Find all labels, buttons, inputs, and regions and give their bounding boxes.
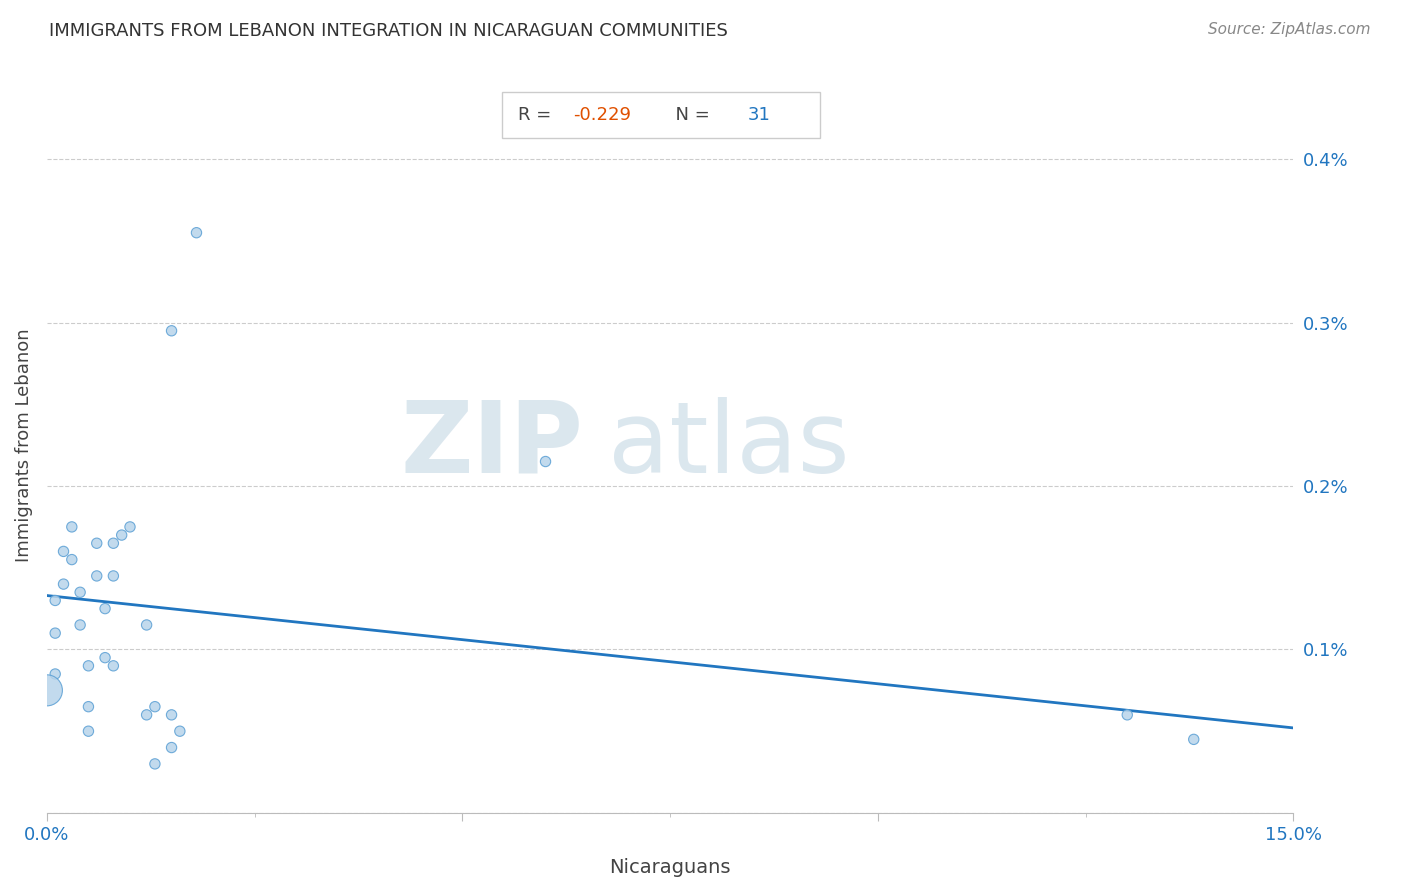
Point: [44, 626, 66, 640]
Text: 31: 31: [748, 106, 770, 124]
Point: [103, 536, 125, 550]
Text: -0.229: -0.229: [574, 106, 631, 124]
Point: [52, 544, 75, 558]
X-axis label: Nicaraguans: Nicaraguans: [609, 858, 731, 877]
FancyBboxPatch shape: [502, 92, 820, 137]
Point: [1182, 732, 1205, 747]
Point: [534, 454, 557, 468]
Point: [169, 724, 191, 739]
Point: [135, 707, 157, 722]
Text: N =: N =: [664, 106, 716, 124]
Point: [160, 707, 183, 722]
Point: [52, 577, 75, 591]
Point: [103, 658, 125, 673]
Point: [44, 593, 66, 607]
Point: [143, 699, 166, 714]
Point: [103, 569, 125, 583]
Point: [135, 618, 157, 632]
Point: [77, 658, 100, 673]
Point: [60, 552, 83, 566]
Point: [111, 528, 134, 542]
Point: [143, 756, 166, 771]
Point: [60, 520, 83, 534]
Point: [118, 520, 141, 534]
Text: atlas: atlas: [607, 397, 849, 493]
Y-axis label: Immigrants from Lebanon: Immigrants from Lebanon: [15, 328, 32, 562]
Point: [77, 724, 100, 739]
Text: ZIP: ZIP: [401, 397, 583, 493]
Point: [160, 324, 183, 338]
Point: [44, 667, 66, 681]
Point: [86, 536, 108, 550]
Point: [160, 740, 183, 755]
Point: [186, 226, 208, 240]
Text: Source: ZipAtlas.com: Source: ZipAtlas.com: [1208, 22, 1371, 37]
Point: [77, 699, 100, 714]
Text: R =: R =: [517, 106, 557, 124]
Text: IMMIGRANTS FROM LEBANON INTEGRATION IN NICARAGUAN COMMUNITIES: IMMIGRANTS FROM LEBANON INTEGRATION IN N…: [49, 22, 728, 40]
Point: [69, 585, 91, 599]
Point: [94, 650, 117, 665]
Point: [69, 618, 91, 632]
Point: [35, 683, 58, 698]
Point: [1116, 707, 1139, 722]
Point: [94, 601, 117, 615]
Point: [86, 569, 108, 583]
